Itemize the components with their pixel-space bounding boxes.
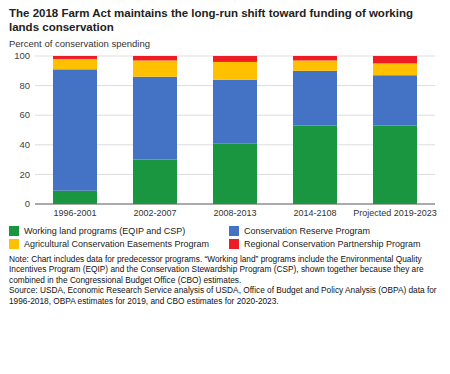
y-tick-label: 40: [19, 139, 30, 150]
legend-swatch: [229, 239, 239, 249]
legend: Working land programs (EQIP and CSP) Cons…: [9, 226, 441, 249]
bar-segment: Regional Conservation Partnership Progra…: [53, 56, 97, 59]
figure: The 2018 Farm Act maintains the long-run…: [0, 0, 450, 374]
legend-item: Working land programs (EQIP and CSP): [9, 226, 221, 236]
x-tick-label: 2014-2108: [293, 208, 336, 218]
bar-segment: Agricultural Conservation Easements Prog…: [53, 59, 97, 69]
legend-label: Agricultural Conservation Easements Prog…: [24, 239, 209, 249]
annotation: Source: USDA, Economic Research Service …: [9, 285, 441, 306]
bar-segment: Agricultural Conservation Easements Prog…: [213, 62, 257, 80]
y-tick-label: 100: [14, 50, 30, 61]
legend-item: Conservation Reserve Program: [229, 226, 441, 236]
legend-label: Working land programs (EQIP and CSP): [24, 226, 185, 236]
annotation: Note: Chart includes data for predecesso…: [9, 254, 441, 285]
bar-segment: Conservation Reserve Program: 43: [213, 80, 257, 144]
notes: Note: Chart includes data for predecesso…: [9, 254, 441, 306]
plot: 0 20 40 60 80 100 Working land programs (EQIP …: [9, 50, 441, 222]
bar-segment: Regional Conservation Partnership Progra…: [213, 56, 257, 62]
legend-swatch: [229, 226, 239, 236]
bar-segment: Working land programs (EQIP and CSP): 9: [53, 191, 97, 204]
bar-segment: Working land programs (EQIP and CSP): 53: [293, 126, 337, 204]
bar-segment: Regional Conservation Partnership Progra…: [373, 56, 417, 63]
bar-segment: Agricultural Conservation Easements Prog…: [293, 60, 337, 70]
bar-segment: Conservation Reserve Program: 34: [373, 75, 417, 125]
legend-swatch: [9, 226, 19, 236]
bar-segment: Working land programs (EQIP and CSP): 53: [373, 126, 417, 204]
legend-label: Regional Conservation Partnership Progra…: [244, 239, 421, 249]
y-tick-label: 20: [19, 169, 30, 180]
legend-swatch: [9, 239, 19, 249]
x-tick-label: 2002-2007: [133, 208, 176, 218]
bar-segment: Agricultural Conservation Easements Prog…: [373, 63, 417, 75]
bars: Working land programs (EQIP and CSP): 9C…: [53, 56, 417, 204]
bar-segment: Conservation Reserve Program: 37: [293, 71, 337, 126]
grid: [35, 56, 435, 204]
y-tick-label: 60: [19, 109, 30, 120]
title: The 2018 Farm Act maintains the long-run…: [9, 6, 441, 34]
bar-segment: Working land programs (EQIP and CSP): 41: [213, 143, 257, 204]
grid-line: [35, 204, 435, 205]
x-axis-line: [35, 204, 435, 205]
bar-segment: Regional Conservation Partnership Progra…: [133, 56, 177, 60]
bar-segment: Conservation Reserve Program: 82: [53, 69, 97, 190]
y-tick-label: 80: [19, 80, 30, 91]
bar-segment: Working land programs (EQIP and CSP): 30: [133, 160, 177, 204]
x-tick-label: 2008-2013: [213, 208, 256, 218]
x-tick-label: 1996-2001: [53, 208, 96, 218]
x-tick-label: Projected 2019-2023: [353, 208, 437, 218]
bar-segment: Conservation Reserve Program: 56: [133, 77, 177, 160]
legend-item: Regional Conservation Partnership Progra…: [229, 239, 441, 249]
legend-label: Conservation Reserve Program: [244, 226, 370, 236]
bar-segment: Regional Conservation Partnership Progra…: [293, 56, 337, 60]
y-tick-label: 0: [25, 198, 30, 209]
bar-segment: Agricultural Conservation Easements Prog…: [133, 60, 177, 76]
legend-item: Agricultural Conservation Easements Prog…: [9, 239, 221, 249]
y-label: Percent of conservation spending: [9, 38, 441, 49]
